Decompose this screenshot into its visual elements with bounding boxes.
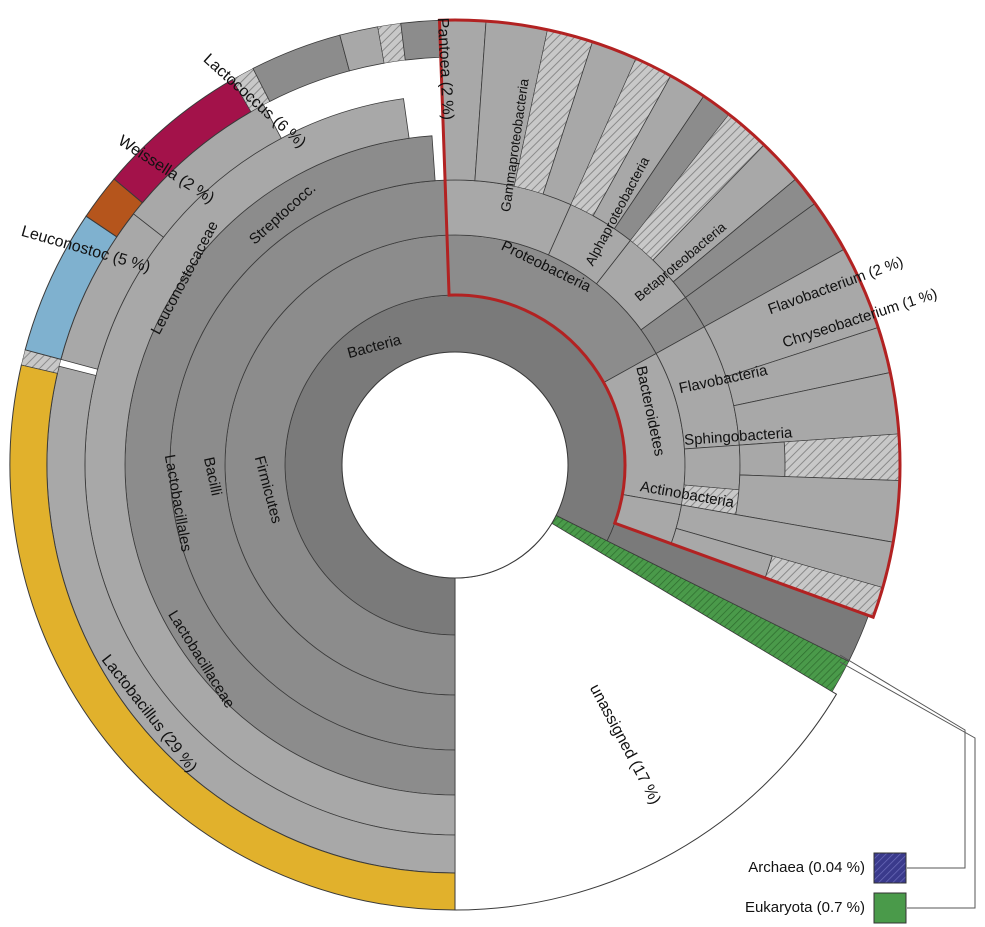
segment-strep-outer-2 — [252, 34, 350, 103]
legend-swatch-archaea — [873, 852, 907, 884]
center-hole — [341, 351, 569, 579]
segment-other-bacteria — [606, 522, 869, 662]
segment-sphingo-hatch — [783, 433, 901, 481]
label-pantoea: Pantoea (2 %) — [434, 17, 456, 120]
segment-sphingo-outer — [738, 441, 786, 477]
proteobacteria-bacteroidetes-highlight-border — [437, 18, 902, 620]
legend-label-eukaryota: Eukaryota (0.7 %) — [745, 899, 865, 916]
legend-leader-lines — [839, 654, 976, 909]
legend-label-archaea: Archaea (0.04 %) — [748, 859, 865, 876]
legend: Archaea (0.04 %) Eukaryota (0.7 %) — [745, 852, 907, 924]
segment-sphingobacteria — [683, 444, 741, 491]
legend-swatch-eukaryota — [873, 892, 907, 924]
sunburst-segments — [9, 19, 901, 911]
